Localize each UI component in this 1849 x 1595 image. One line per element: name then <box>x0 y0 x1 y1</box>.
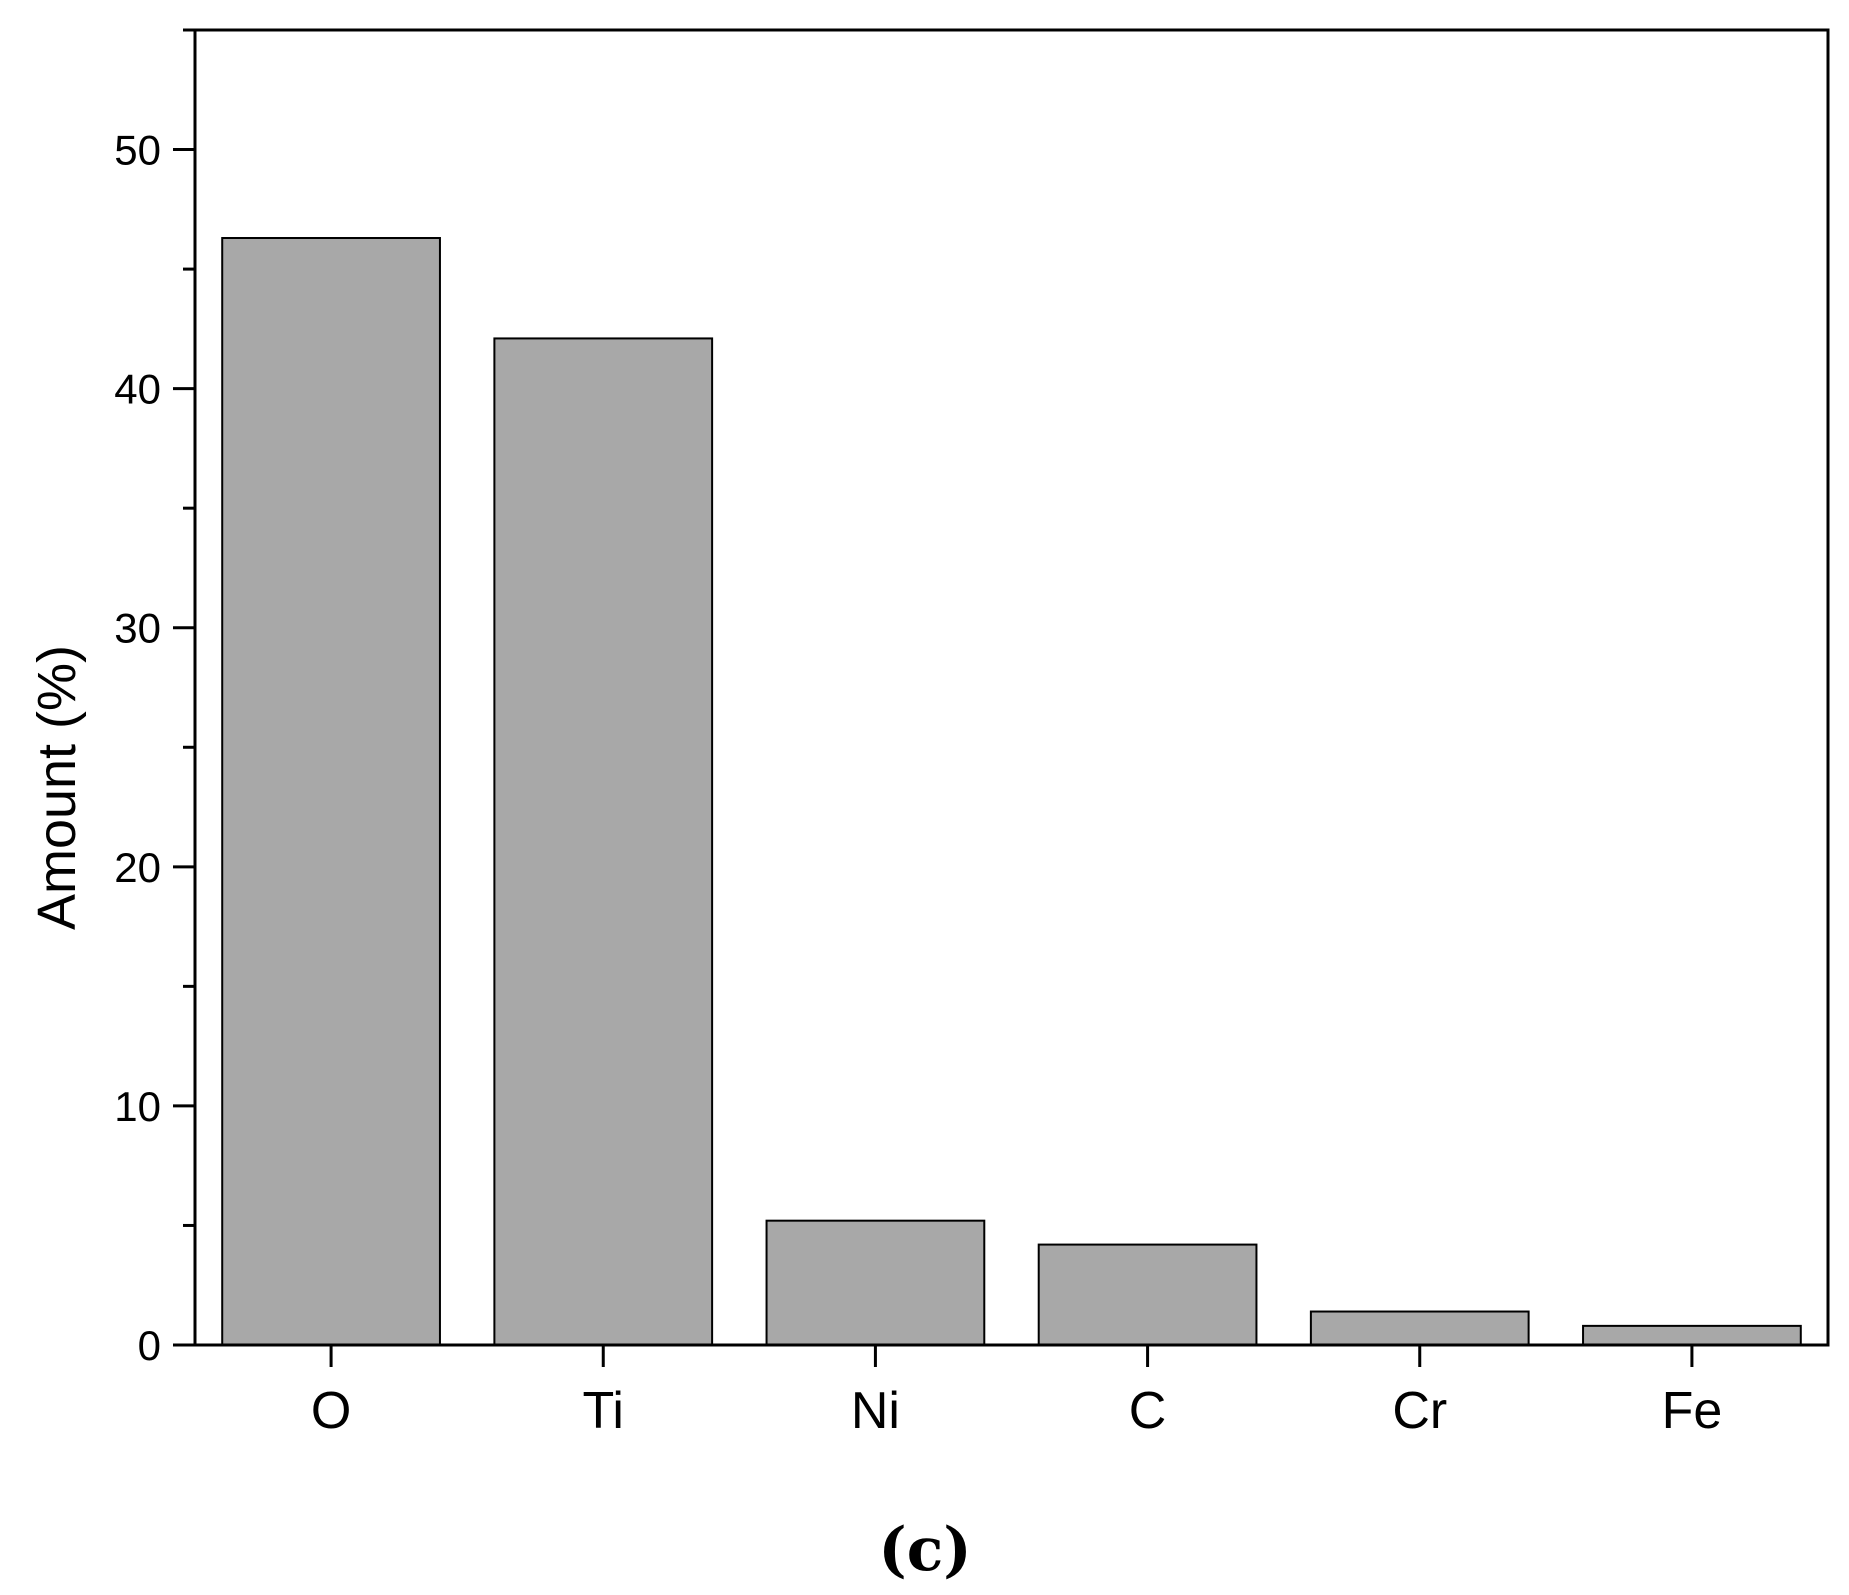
x-tick-label-cr: Cr <box>1392 1382 1447 1440</box>
y-axis-ticks: 0 10 20 30 40 50 <box>114 28 195 1369</box>
y-tick-label-40: 40 <box>114 366 161 413</box>
bar-ni <box>765 1219 986 1346</box>
bar-c <box>1037 1243 1258 1346</box>
bar-fe <box>1582 1324 1802 1346</box>
x-tick-label-o: O <box>311 1382 351 1440</box>
x-tick-label-ni: Ni <box>851 1382 900 1440</box>
y-tick-label-0: 0 <box>138 1322 161 1369</box>
bar-o <box>221 237 441 1347</box>
x-tick-label-ti: Ti <box>583 1382 624 1440</box>
y-tick-label-10: 10 <box>114 1083 161 1130</box>
y-tick-label-30: 30 <box>114 605 161 652</box>
x-tick-label-c: C <box>1129 1382 1167 1440</box>
y-tick-label-20: 20 <box>114 844 161 891</box>
x-tick-label-fe: Fe <box>1662 1382 1723 1440</box>
bar-cr <box>1309 1310 1530 1346</box>
y-tick-label-50: 50 <box>114 127 161 174</box>
bars-group <box>221 237 1802 1347</box>
panel-caption: (c) <box>878 1515 971 1585</box>
x-axis-ticks: O Ti Ni C Cr Fe <box>311 1345 1722 1440</box>
bar-ti <box>493 337 714 1347</box>
y-axis-title: Amount (%) <box>27 645 87 930</box>
plot-frame <box>193 28 1830 1347</box>
